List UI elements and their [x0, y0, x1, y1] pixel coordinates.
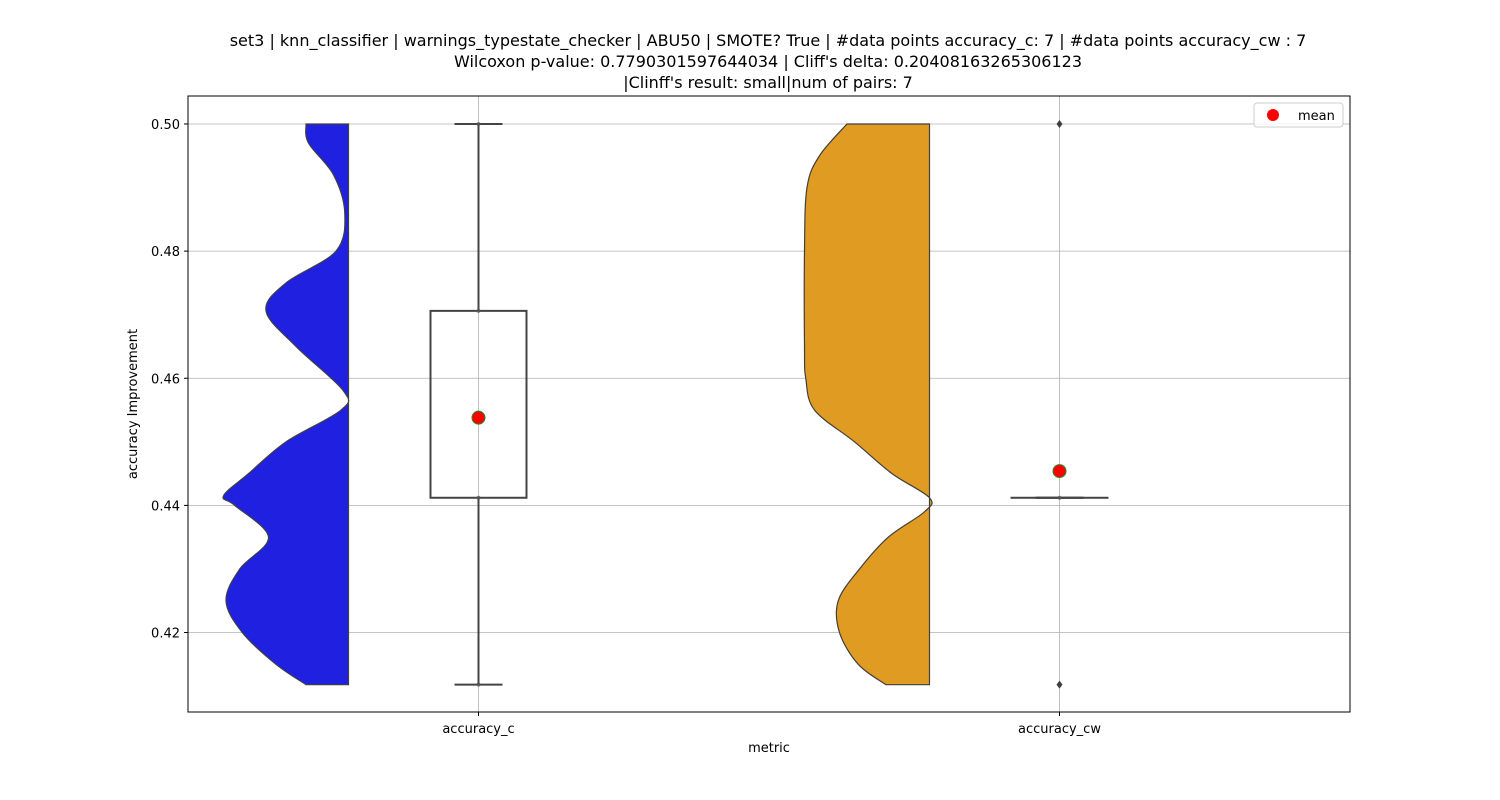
data-point-accuracy_cw — [1057, 495, 1062, 500]
legend-frame — [1253, 102, 1344, 128]
y-axis-label: accuracy Improvement — [126, 329, 141, 479]
mean-marker-accuracy_cw — [1052, 464, 1067, 479]
title-line-3: |Clinff's result: small|num of pairs: 7 — [623, 73, 913, 92]
grid-lines — [188, 96, 1350, 712]
outlier-accuracy_cw — [1056, 680, 1063, 689]
y-tick-label: 0.46 — [151, 372, 180, 387]
violin-accuracy_c — [222, 123, 350, 686]
plot-area-frame — [187, 95, 1351, 713]
outlier-accuracy_cw — [1056, 119, 1063, 128]
legend-mean-marker — [1267, 109, 1279, 121]
data-point-accuracy_c — [476, 495, 481, 500]
legend: mean — [1253, 102, 1344, 128]
data-point-accuracy_c — [476, 682, 481, 687]
legend-mean-label: mean — [1298, 109, 1335, 124]
title-line-2: Wilcoxon p-value: 0.7790301597644034 | C… — [454, 52, 1082, 71]
x-tick-label: accuracy_cw — [1018, 722, 1101, 737]
violins — [222, 123, 933, 686]
box-plots — [429, 122, 1109, 686]
y-tick-label: 0.42 — [151, 627, 180, 642]
y-tick-label: 0.50 — [151, 118, 180, 133]
y-axis-ticks: 0.42 0.44 0.46 0.48 0.50 — [151, 118, 188, 642]
chart-title: set3 | knn_classifier | warnings_typesta… — [230, 31, 1307, 92]
data-points — [471, 119, 1067, 689]
y-tick-label: 0.48 — [151, 245, 180, 260]
y-tick-label: 0.44 — [151, 499, 180, 514]
mean-marker-accuracy_c — [471, 410, 486, 425]
data-point-accuracy_c — [476, 121, 481, 126]
x-axis-ticks: accuracy_c accuracy_cw — [442, 712, 1101, 737]
title-line-1: set3 | knn_classifier | warnings_typesta… — [230, 31, 1307, 51]
violin-accuracy_cw — [803, 123, 933, 686]
x-tick-label: accuracy_c — [442, 722, 514, 737]
data-point-accuracy_c — [476, 308, 481, 313]
x-axis-label: metric — [748, 741, 790, 756]
